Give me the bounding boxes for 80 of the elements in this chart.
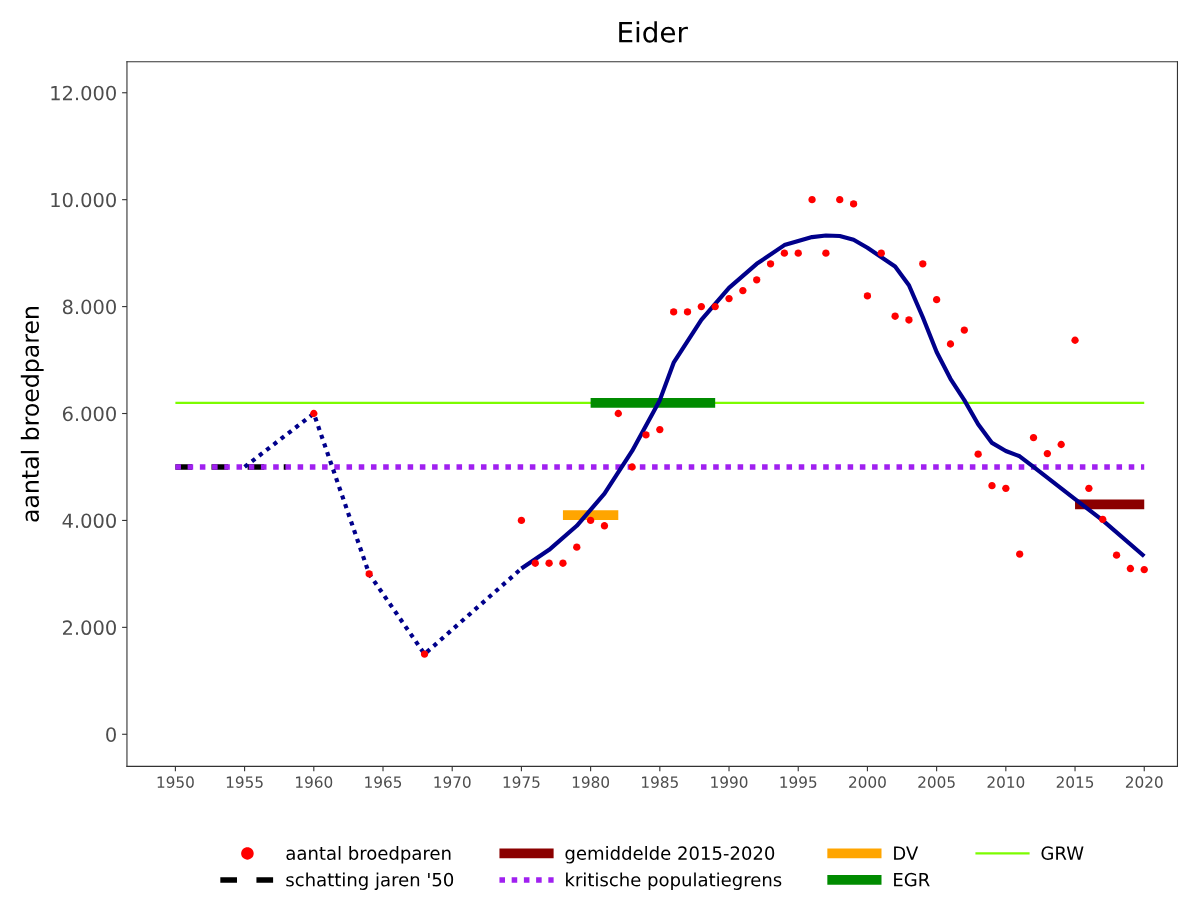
point [642,431,650,439]
point [573,543,581,551]
point [1057,440,1065,449]
point [946,340,955,348]
point [711,302,719,311]
chart-title: Eider [619,21,688,43]
x-tick-label: 2010 [987,776,1025,788]
point [753,276,761,284]
point [1085,484,1093,493]
point [559,559,567,567]
legend-label: aantal broedparen [286,846,451,864]
point [960,326,968,334]
point [1112,551,1121,559]
point [628,463,636,471]
x-tick-label: 1965 [365,776,402,788]
point [822,249,830,257]
x-tick-label: 1995 [780,776,817,788]
y-tick-label: 4.000 [62,513,116,529]
x-tick-label: 1990 [711,776,748,788]
x-tick-label: 2000 [849,776,886,788]
x-tick-label: 2015 [1056,776,1094,788]
legend-label: kritische populatiegrens [566,872,782,890]
legend-label: DV [894,846,919,860]
x-tick-label: 1975 [503,776,540,788]
point [1140,565,1148,574]
point [310,409,318,418]
x-tick-label: 1955 [226,776,263,788]
point [836,196,844,204]
point [697,302,706,311]
point [614,409,622,418]
point [863,292,872,300]
x-tick-label: 2005 [918,776,955,788]
point [877,249,885,257]
point [1099,515,1107,524]
legend-label: gemiddelde 2015-2020 [565,846,775,864]
point [1126,564,1135,573]
y-tick-label: 12.000 [51,85,116,101]
point [531,559,539,567]
x-tick-label: 1980 [572,776,610,788]
point [1029,433,1038,442]
legend-label: EGR [894,872,930,887]
point [891,312,899,320]
point [545,559,553,567]
x-tick-label: 1950 [157,776,194,788]
point [669,308,678,316]
point [600,522,609,530]
point [656,425,664,434]
point [725,294,733,303]
point [849,200,858,208]
point [586,516,595,525]
point [1002,484,1010,493]
y-tick-label: 8.000 [62,299,116,315]
point [808,196,816,204]
point [988,482,996,490]
legend-label: schatting jaren '50 [286,872,454,890]
point [766,260,775,268]
point [780,249,789,257]
legend-label: GRW [1041,846,1084,860]
x-tick-label: 1960 [296,776,333,788]
point [420,650,429,658]
x-tick-label: 1985 [642,776,678,788]
x-tick-label: 2020 [1125,776,1163,788]
point [919,260,927,268]
point [517,516,526,525]
point [739,286,747,295]
y-tick-label: 0 [106,727,116,742]
point [794,249,802,257]
point [365,570,373,578]
y-tick-label: 10.000 [51,192,116,208]
y-axis-title: aantal broedparen [20,307,44,522]
y-tick-label: 2.000 [62,620,116,636]
point [1043,449,1052,458]
point [974,450,982,458]
y-tick-label: 6.000 [62,406,116,422]
point [683,308,692,316]
point [905,316,913,324]
x-tick-label: 1970 [434,776,471,788]
point [1071,336,1079,344]
point [1016,550,1024,558]
point [932,295,941,304]
